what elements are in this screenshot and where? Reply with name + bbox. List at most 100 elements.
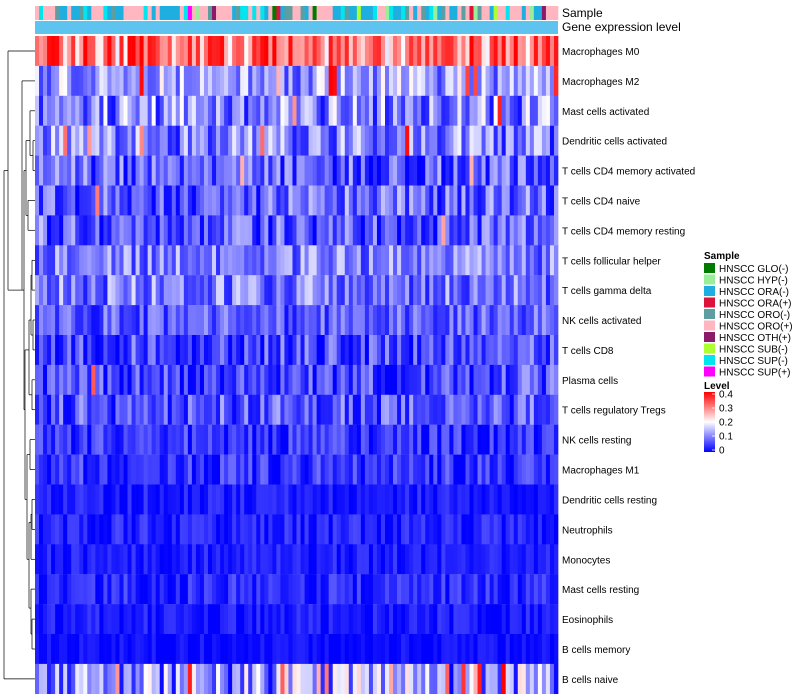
heatmap-cell	[493, 663, 498, 694]
heatmap-cell	[276, 125, 281, 156]
heatmap-cell	[304, 95, 309, 126]
heatmap-cell	[545, 454, 551, 485]
heatmap-cell	[232, 215, 237, 246]
heatmap-cell	[521, 125, 527, 156]
heatmap-cell	[79, 155, 84, 186]
heatmap-cell	[397, 604, 402, 635]
heatmap-cell	[111, 95, 116, 126]
heatmap-cell	[143, 454, 148, 485]
heatmap-cell	[433, 364, 438, 395]
heatmap-cell	[417, 364, 422, 395]
heatmap-cell	[103, 155, 108, 186]
heatmap-cell	[417, 36, 422, 67]
heatmap-cell	[268, 604, 273, 635]
heatmap-cell	[385, 604, 390, 635]
heatmap-cell	[55, 604, 60, 635]
heatmap-cell	[260, 65, 265, 96]
heatmap-cell	[525, 424, 531, 455]
heatmap-cell	[409, 604, 414, 635]
heatmap-cell	[473, 125, 478, 156]
heatmap-cell	[288, 245, 293, 276]
heatmap-cell	[179, 335, 185, 366]
level-colorbar	[704, 392, 715, 452]
heatmap-cell	[457, 305, 462, 336]
heatmap-cell	[260, 364, 265, 395]
heatmap-cell	[473, 364, 478, 395]
heatmap-cell	[127, 305, 132, 336]
heatmap-cell	[445, 125, 450, 156]
heatmap-cell	[139, 604, 144, 635]
heatmap-cell	[183, 454, 189, 485]
heatmap-cell	[256, 95, 261, 126]
heatmap-cell	[280, 275, 285, 306]
heatmap-cell	[163, 364, 169, 395]
heatmap-cell	[549, 155, 555, 186]
heatmap-cell	[216, 454, 221, 485]
heatmap-cell	[409, 36, 414, 67]
heatmap-cell	[171, 275, 177, 306]
heatmap-cell	[509, 95, 515, 126]
heatmap-cell	[401, 95, 406, 126]
heatmap-cell	[465, 514, 470, 545]
heatmap-cell	[493, 275, 498, 306]
heatmap-cell	[35, 454, 40, 485]
heatmap-cell	[236, 663, 241, 694]
heatmap-cell	[449, 364, 454, 395]
heatmap-cell	[393, 394, 398, 425]
sample-annotation-cell	[372, 6, 378, 20]
heatmap-cell	[232, 604, 237, 635]
heatmap-cell	[509, 335, 515, 366]
heatmap-cell	[352, 125, 358, 156]
heatmap-cell	[135, 185, 140, 216]
heatmap-cell	[99, 65, 104, 96]
heatmap-cell	[111, 454, 116, 485]
heatmap-cell	[409, 305, 414, 336]
heatmap-cell	[549, 394, 555, 425]
heatmap-cell	[344, 604, 350, 635]
heatmap-cell	[63, 394, 68, 425]
row-label: Mast cells resting	[562, 585, 639, 596]
heatmap-cell	[212, 364, 217, 395]
heatmap-cell	[425, 544, 430, 575]
heatmap-cell	[425, 65, 430, 96]
heatmap-cell	[433, 36, 438, 67]
heatmap-cell	[541, 155, 547, 186]
heatmap-cell	[441, 604, 446, 635]
heatmap-cell	[425, 95, 430, 126]
heatmap-cell	[183, 185, 189, 216]
heatmap-cell	[39, 275, 44, 306]
heatmap-cell	[207, 454, 213, 485]
heatmap-cell	[385, 65, 390, 96]
heatmap-cell	[260, 125, 265, 156]
heatmap-cell	[513, 305, 519, 336]
heatmap-cell	[533, 95, 539, 126]
heatmap-cell	[240, 335, 245, 366]
heatmap-cell	[485, 394, 490, 425]
heatmap-cell	[159, 245, 165, 276]
heatmap-cell	[280, 484, 285, 515]
heatmap-cell	[421, 484, 426, 515]
heatmap-cell	[429, 155, 434, 186]
heatmap-cell	[316, 364, 321, 395]
heatmap-cell	[236, 514, 241, 545]
sample-annotation-cell	[296, 6, 301, 20]
sample-legend-label: HNSCC ORO(-)	[719, 310, 790, 321]
heatmap-cell	[151, 155, 157, 186]
heatmap-cell	[280, 305, 285, 336]
heatmap-cell	[119, 364, 124, 395]
heatmap-cell	[248, 544, 253, 575]
heatmap-cell	[481, 65, 486, 96]
heatmap-cell	[437, 663, 442, 694]
heatmap-cell	[163, 305, 169, 336]
heatmap-cell	[187, 305, 193, 336]
heatmap-cell	[376, 245, 382, 276]
heatmap-cell	[308, 454, 313, 485]
heatmap-cell	[107, 364, 112, 395]
heatmap-cell	[505, 484, 511, 515]
heatmap-cell	[328, 305, 334, 336]
heatmap-cell	[99, 663, 104, 694]
heatmap-cell	[195, 305, 201, 336]
sample-legend-label: HNSCC ORO(+)	[719, 322, 793, 333]
heatmap-cell	[119, 125, 124, 156]
heatmap-cell	[203, 544, 209, 575]
